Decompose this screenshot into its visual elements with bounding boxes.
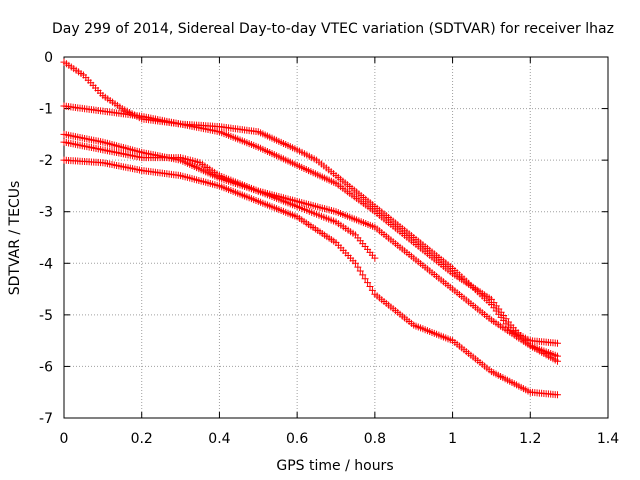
y-tick-label: -5	[39, 308, 53, 324]
y-tick-label: -1	[39, 102, 53, 118]
x-tick-label: 1	[448, 431, 457, 447]
data-point	[356, 267, 364, 275]
y-tick-label: -7	[39, 411, 53, 427]
data-points	[60, 58, 561, 399]
data-point	[359, 271, 367, 279]
y-axis-label: SDTVAR / TECUs	[7, 181, 23, 296]
x-tick-label: 1.4	[597, 431, 619, 447]
x-tick-label: 0.2	[131, 431, 153, 447]
series-track-4	[60, 138, 379, 262]
y-tick-label: -2	[39, 153, 53, 169]
y-tick-label: -3	[39, 205, 53, 221]
axis-ticks	[63, 56, 609, 419]
y-tick-label: -4	[39, 256, 53, 272]
y-tick-label: -6	[39, 359, 53, 375]
data-point	[364, 279, 372, 287]
y-tick-label: 0	[44, 50, 53, 66]
x-tick-label: 0.6	[286, 431, 308, 447]
chart-title: Day 299 of 2014, Sidereal Day-to-day VTE…	[52, 21, 614, 37]
x-tick-label: 0.8	[364, 431, 386, 447]
series-track-3	[60, 130, 561, 365]
data-point	[368, 286, 376, 294]
series-track-2	[60, 102, 561, 360]
data-point	[553, 357, 561, 365]
data-point	[553, 391, 561, 399]
x-tick-label: 0.4	[208, 431, 230, 447]
data-point	[553, 339, 561, 347]
x-tick-label: 0	[60, 431, 69, 447]
data-point	[354, 263, 362, 271]
data-point	[366, 282, 374, 290]
data-point	[351, 259, 359, 267]
grid	[64, 57, 608, 418]
x-axis-label: GPS time / hours	[276, 458, 393, 474]
data-point	[371, 254, 379, 262]
plot-frame	[63, 56, 609, 419]
y-tick-labels: 0 -1 -2 -3 -4 -5 -6 -7	[39, 50, 53, 427]
x-tick-label: 1.2	[519, 431, 541, 447]
x-tick-labels: 0 0.2 0.4 0.6 0.8 1 1.2 1.4	[60, 431, 620, 447]
series-track-5	[60, 156, 561, 399]
data-point	[361, 275, 369, 283]
